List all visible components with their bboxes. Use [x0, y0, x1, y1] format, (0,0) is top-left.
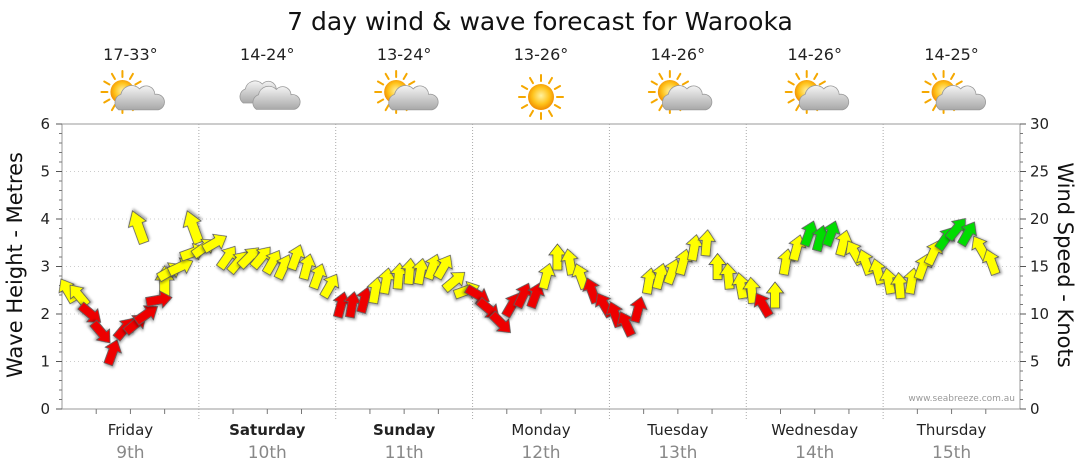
temperature-range: 14-25°: [924, 45, 979, 64]
wind-arrow: [640, 267, 659, 295]
day-labels: Friday 9th Saturday 10th Sunday 11th Monday 12t…: [108, 421, 987, 463]
partly-cloudy-icon: [921, 70, 986, 114]
chart-title: 7 day wind & wave forecast for Warooka: [287, 7, 793, 36]
wind-arrow: [298, 253, 317, 281]
temperature-row: 17-33° 14-24° 13-24° 13-26° 14-26° 14-26° 14-2…: [103, 45, 979, 64]
day-name: Thursday: [916, 421, 987, 439]
temperature-range: 17-33°: [103, 45, 158, 64]
day-name: Saturday: [229, 421, 306, 439]
right-axis-label: Wind Speed - Knots: [1053, 162, 1077, 367]
right-tick-label: 20: [1030, 210, 1049, 228]
wind-arrow: [441, 271, 466, 294]
wind-arrow: [166, 257, 194, 277]
wind-arrow: [708, 252, 727, 280]
wind-arrow: [821, 220, 841, 248]
sunny-icon: [518, 74, 564, 120]
swell-arrow: [182, 210, 205, 245]
left-axis-label: Wave Height - Metres: [3, 152, 27, 378]
partly-cloudy-icon: [374, 70, 439, 114]
left-tick-label: 0: [40, 400, 50, 418]
wind-arrow: [261, 249, 282, 276]
partly-cloudy-icon: [784, 70, 850, 114]
wind-arrow: [981, 248, 1001, 277]
day-date: 15th: [932, 443, 971, 463]
right-tick-label: 15: [1030, 258, 1049, 276]
wind-arrow: [488, 310, 511, 334]
partly-cloudy-icon: [647, 70, 713, 114]
wind-arrow: [879, 267, 898, 295]
wind-arrow: [890, 271, 909, 300]
partly-cloudy-icon: [100, 70, 165, 114]
temperature-range: 14-26°: [651, 45, 706, 64]
wind-arrow: [719, 262, 738, 290]
wind-arrow: [400, 257, 420, 286]
wind-arrow: [145, 290, 173, 309]
wind-arrow: [697, 229, 717, 257]
day-date: 10th: [248, 443, 287, 463]
temperature-range: 13-26°: [514, 45, 569, 64]
temperature-range: 14-26°: [787, 45, 842, 64]
right-axis: 0 5 10 15 20 25 30: [1020, 115, 1049, 418]
wind-arrow: [201, 233, 228, 254]
wind-arrow: [319, 273, 340, 300]
wind-arrow: [685, 234, 704, 262]
wind-arrow: [765, 281, 785, 309]
wind-arrow: [286, 244, 306, 272]
temperature-range: 13-24°: [377, 45, 432, 64]
wind-arrow: [731, 272, 750, 300]
day-date: 9th: [116, 443, 144, 463]
left-tick-label: 3: [40, 258, 50, 276]
wind-arrow: [377, 267, 396, 295]
temperature-range: 14-24°: [240, 45, 295, 64]
wind-arrow: [89, 319, 111, 344]
wind-arrow: [651, 262, 670, 291]
day-date: 13th: [658, 443, 697, 463]
wind-arrow: [957, 221, 977, 248]
left-tick-label: 6: [40, 115, 50, 133]
right-tick-label: 25: [1030, 163, 1049, 181]
wind-arrow: [308, 263, 328, 291]
day-name: Sunday: [373, 421, 436, 439]
day-date: 14th: [795, 443, 834, 463]
right-tick-label: 30: [1030, 115, 1049, 133]
cloudy-icon: [239, 80, 301, 110]
left-tick-label: 2: [40, 305, 50, 323]
wind-arrow: [69, 284, 91, 309]
wind-arrow: [343, 291, 362, 319]
wind-arrow: [215, 245, 237, 271]
wind-arrow: [103, 339, 123, 367]
wind-arrow: [411, 257, 431, 286]
wind-arrow: [811, 224, 830, 253]
wind-arrow: [526, 282, 545, 310]
swell-arrow: [127, 210, 150, 245]
day-name: Tuesday: [646, 421, 708, 439]
day-name: Friday: [108, 421, 154, 439]
wind-arrow: [800, 220, 819, 248]
left-tick-label: 5: [40, 163, 50, 181]
left-tick-label: 4: [40, 210, 50, 228]
wind-arrow: [133, 305, 159, 326]
wind-arrow: [432, 254, 453, 281]
day-name: Monday: [511, 421, 570, 439]
left-tick-label: 1: [40, 353, 50, 371]
right-tick-label: 0: [1030, 400, 1040, 418]
wind-arrows: [58, 218, 1001, 367]
day-date: 11th: [385, 443, 424, 463]
site-credit: www.seabreeze.com.au: [908, 394, 1015, 404]
wind-arrow: [548, 243, 567, 271]
wind-arrow: [77, 301, 102, 323]
weather-icon-row: [100, 70, 986, 120]
left-axis: 0 1 2 3 4 5 6: [40, 115, 62, 418]
wind-arrow: [753, 292, 774, 319]
wind-arrow: [834, 229, 853, 257]
wind-arrow: [629, 296, 648, 324]
day-date: 12th: [521, 443, 560, 463]
right-tick-label: 5: [1030, 353, 1040, 371]
right-tick-label: 10: [1030, 305, 1049, 323]
day-name: Wednesday: [771, 421, 858, 439]
